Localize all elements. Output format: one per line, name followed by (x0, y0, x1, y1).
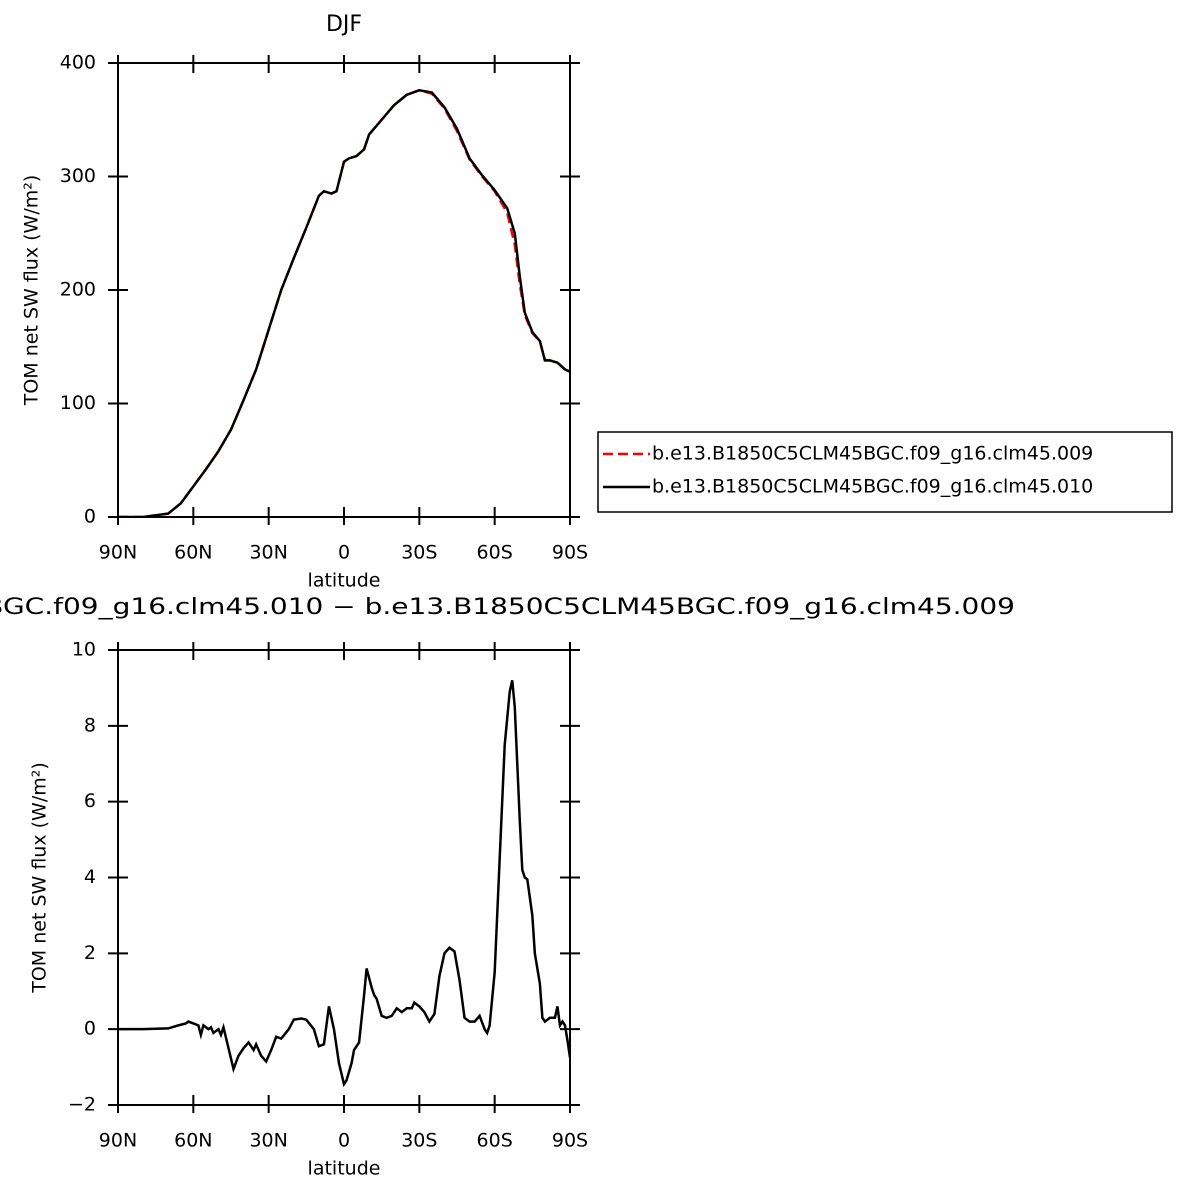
x-tick-label: 60N (174, 542, 212, 564)
legend-label: b.e13.B1850C5CLM45BGC.f09_g16.clm45.010 (652, 476, 1093, 498)
x-tick-label: 60S (477, 1130, 513, 1152)
x-tick-label: 90N (99, 1130, 137, 1152)
x-tick-label: 30N (249, 1130, 287, 1152)
y-tick-label: 8 (84, 714, 96, 736)
y-tick-label: 4 (84, 866, 96, 888)
x-tick-label: 30N (249, 542, 287, 564)
data-line (118, 680, 570, 1088)
y-tick-label: 6 (84, 790, 96, 812)
x-tick-label: 30S (401, 542, 437, 564)
y-tick-label: 0 (84, 506, 96, 528)
data-line (118, 88, 570, 517)
y-tick-label: 200 (60, 279, 96, 301)
y-axis-label: TOM net SW flux (W/m²) (29, 762, 51, 994)
y-tick-label: 400 (60, 52, 96, 74)
chart-title: b.e13.B1850C5CLM45BGC.f09_g16.clm45.010 … (0, 595, 1015, 620)
y-tick-label: −2 (68, 1094, 96, 1116)
plot-frame (117, 62, 571, 518)
x-tick-label: 0 (338, 542, 350, 564)
x-tick-label: 60N (174, 1130, 212, 1152)
data-line (118, 88, 570, 517)
x-tick-label: 0 (338, 1130, 350, 1152)
y-tick-label: 10 (72, 639, 96, 661)
y-axis-label: TOM net SW flux (W/m²) (21, 175, 43, 407)
legend-box (597, 431, 1173, 513)
y-tick-label: 100 (60, 392, 96, 414)
y-tick-label: 2 (84, 942, 96, 964)
legend-label: b.e13.B1850C5CLM45BGC.f09_g16.clm45.009 (652, 443, 1093, 465)
y-tick-label: 0 (84, 1018, 96, 1040)
plot-frame (117, 649, 571, 1106)
x-tick-label: 60S (477, 542, 513, 564)
x-axis-label: latitude (308, 1158, 381, 1180)
x-tick-label: 90S (552, 542, 588, 564)
chart-title: DJF (326, 12, 362, 37)
x-tick-label: 30S (401, 1130, 437, 1152)
x-tick-label: 90N (99, 542, 137, 564)
y-tick-label: 300 (60, 165, 96, 187)
x-axis-label: latitude (308, 570, 381, 592)
x-tick-label: 90S (552, 1130, 588, 1152)
